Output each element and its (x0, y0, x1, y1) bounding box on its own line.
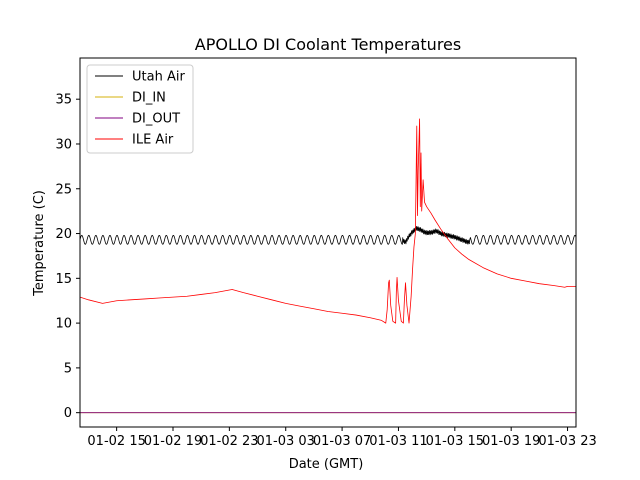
legend: Utah Air DI_IN DI_OUT ILE Air (86, 64, 194, 154)
chart-title: APOLLO DI Coolant Temperatures (195, 35, 461, 54)
x-tick-label: 01-03 11 (369, 434, 427, 449)
y-tick-label: 5 (64, 361, 72, 376)
legend-box (86, 64, 194, 154)
x-tick-label: 01-02 19 (144, 434, 202, 449)
y-tick-label: 10 (55, 317, 72, 332)
legend-label-ile-air: ILE Air (132, 133, 174, 148)
x-tick-label: 01-03 07 (313, 434, 371, 449)
y-tick-label: 25 (55, 182, 72, 197)
x-tick-label: 01-03 15 (426, 434, 484, 449)
plot-frame (79, 57, 577, 428)
y-tick-label: 35 (55, 93, 72, 108)
y-axis-title: Temperature (C) (32, 190, 47, 297)
utah-air-series-line (80, 225, 576, 245)
y-axis: 0 5 10 15 20 25 30 35 (55, 93, 80, 421)
x-tick-label: 01-02 23 (200, 434, 258, 449)
y-tick-label: 0 (64, 406, 72, 421)
y-tick-label: 15 (55, 272, 72, 287)
y-tick-label: 30 (55, 137, 72, 152)
x-tick-label: 01-03 03 (257, 434, 315, 449)
x-tick-label: 01-03 23 (538, 434, 596, 449)
legend-label-utah-air: Utah Air (132, 70, 185, 85)
series-layer (80, 118, 576, 414)
x-tick-label: 01-03 19 (482, 434, 540, 449)
x-axis-title: Date (GMT) (289, 457, 364, 472)
x-tick-label: 01-02 15 (87, 434, 145, 449)
legend-label-di-out: DI_OUT (132, 112, 180, 127)
y-tick-label: 20 (55, 227, 72, 242)
legend-label-di-in: DI_IN (132, 91, 166, 106)
ile-air-series-line (80, 118, 576, 324)
